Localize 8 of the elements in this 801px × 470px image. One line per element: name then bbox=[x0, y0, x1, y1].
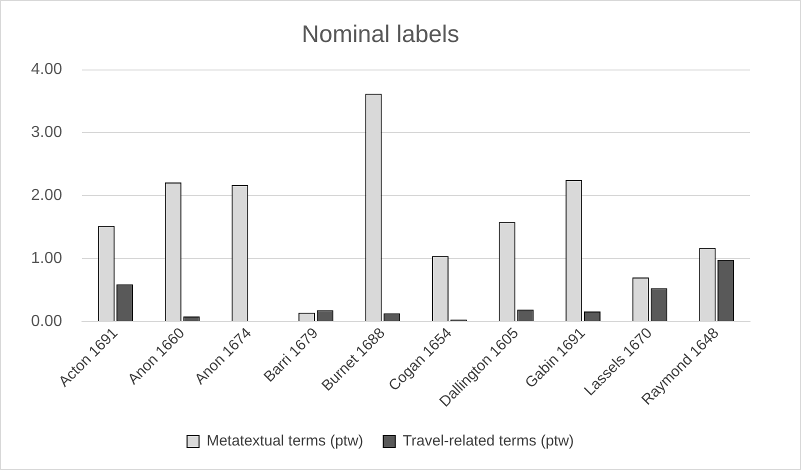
y-tick-label: 3.00 bbox=[31, 124, 62, 142]
y-tick-label: 4.00 bbox=[31, 61, 62, 78]
legend-label: Metatextual terms (ptw) bbox=[206, 432, 364, 450]
legend-label: Travel-related terms (ptw) bbox=[402, 432, 574, 450]
chart-title: Nominal labels bbox=[302, 21, 460, 48]
y-tick-label: 0.00 bbox=[31, 312, 62, 330]
y-tick-label: 1.00 bbox=[31, 250, 62, 268]
y-tick-label: 2.00 bbox=[31, 187, 62, 204]
